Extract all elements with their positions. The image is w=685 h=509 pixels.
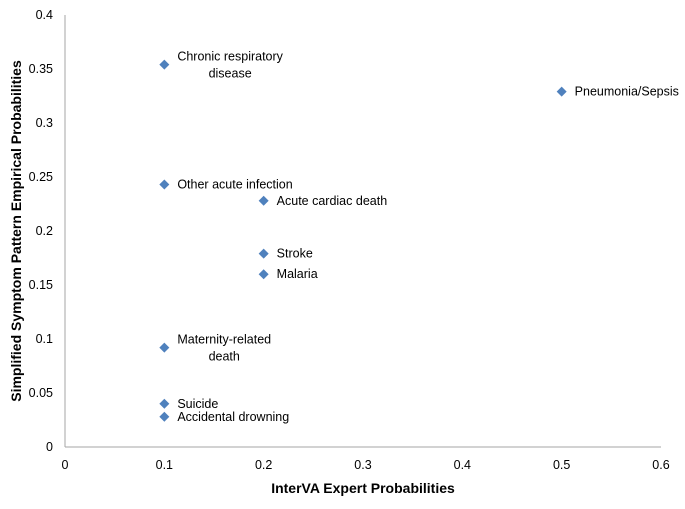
y-tick-label: 0.05 — [29, 386, 53, 400]
x-tick-label: 0.1 — [156, 458, 173, 472]
y-axis-title: Simplified Symptom Pattern Empirical Pro… — [8, 60, 24, 402]
y-tick-label: 0.35 — [29, 62, 53, 76]
data-label: disease — [209, 67, 252, 81]
y-tick-label: 0.25 — [29, 170, 53, 184]
data-label: Accidental drowning — [177, 410, 289, 424]
data-label: death — [209, 350, 240, 364]
data-point — [258, 248, 269, 259]
x-tick-label: 0.2 — [255, 458, 272, 472]
x-tick-label: 0.3 — [354, 458, 371, 472]
y-tick-label: 0.4 — [36, 8, 53, 22]
data-label: Pneumonia/Sepsis — [575, 85, 679, 99]
data-point — [258, 269, 269, 280]
x-tick-label: 0.4 — [454, 458, 471, 472]
data-label: Maternity-related — [177, 333, 271, 347]
x-axis-title: InterVA Expert Probabilities — [271, 480, 455, 496]
x-tick-label: 0.5 — [553, 458, 570, 472]
y-tick-label: 0.3 — [36, 116, 53, 130]
data-label: Malaria — [277, 267, 318, 281]
x-tick-label: 0.6 — [652, 458, 669, 472]
y-tick-label: 0 — [46, 440, 53, 454]
y-tick-label: 0.1 — [36, 332, 53, 346]
data-label: Acute cardiac death — [277, 194, 388, 208]
data-point — [159, 342, 170, 353]
data-label: Other acute infection — [177, 178, 292, 192]
data-point — [556, 86, 567, 97]
data-label: Chronic respiratory — [177, 50, 283, 64]
data-label: Stroke — [277, 247, 313, 261]
data-point — [159, 398, 170, 409]
y-tick-label: 0.15 — [29, 278, 53, 292]
x-tick-label: 0 — [62, 458, 69, 472]
data-point — [159, 59, 170, 70]
data-point — [159, 411, 170, 422]
y-tick-label: 0.2 — [36, 224, 53, 238]
data-point — [159, 179, 170, 190]
data-point — [258, 195, 269, 206]
data-label: Suicide — [177, 397, 218, 411]
